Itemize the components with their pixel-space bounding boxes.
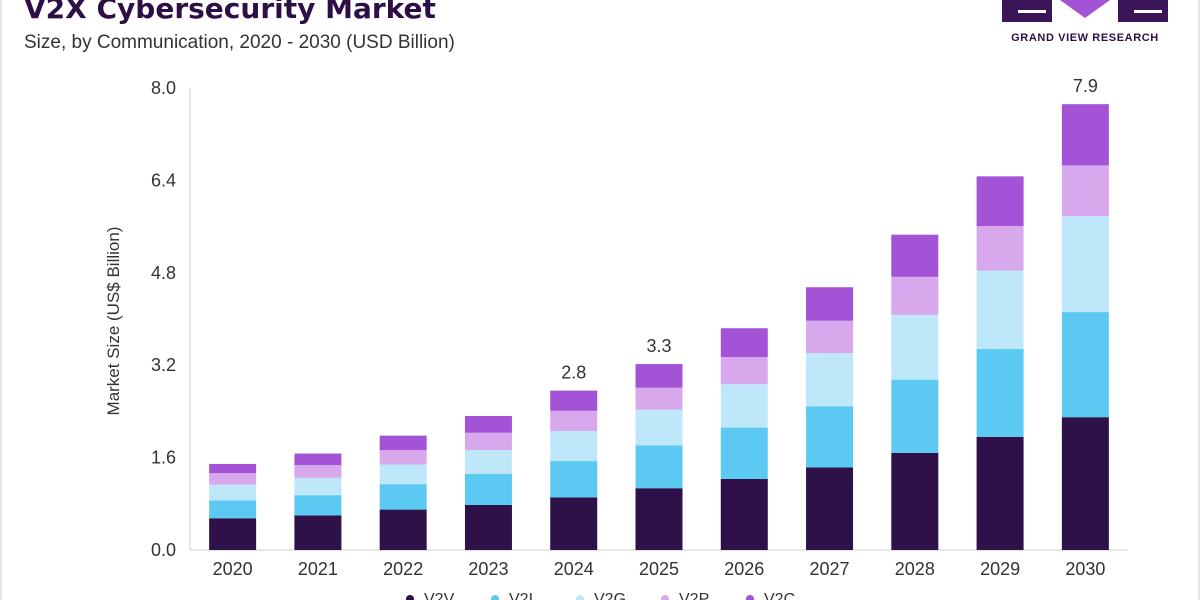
bar-segment-v2g-2024 — [550, 431, 598, 462]
bar-total-label: 3.3 — [646, 336, 671, 356]
bar-segment-v2v-2027 — [806, 467, 854, 550]
x-tick-label: 2028 — [895, 559, 935, 579]
y-tick-label: 0.0 — [151, 540, 176, 560]
bar-segment-v2g-2029 — [976, 270, 1024, 350]
bar-segment-v2i-2023 — [464, 473, 512, 505]
bar-segment-v2g-2022 — [379, 464, 427, 485]
chart-title: V2X Cybersecurity Market — [24, 0, 436, 25]
bar-segment-v2p-2030 — [1061, 165, 1109, 217]
y-tick-label: 8.0 — [151, 78, 176, 98]
bar-segment-v2p-2025 — [635, 387, 683, 410]
bar-segment-v2i-2026 — [720, 427, 768, 479]
x-tick-label: 2022 — [383, 559, 423, 579]
bar-segment-v2i-2028 — [891, 379, 939, 453]
bar-segment-v2p-2023 — [464, 432, 512, 451]
legend-marker-v2i — [491, 595, 499, 600]
y-tick-label: 6.4 — [151, 170, 176, 190]
bar-segment-v2c-2024 — [550, 390, 598, 411]
bar-segment-v2g-2023 — [464, 450, 512, 474]
x-tick-label: 2025 — [639, 559, 679, 579]
bar-total-label: 7.9 — [1073, 76, 1098, 96]
bar-segment-v2p-2022 — [379, 450, 427, 465]
legend-label-v2p: V2P — [679, 591, 709, 600]
bar-segment-v2i-2025 — [635, 445, 683, 489]
bar-segment-v2i-2021 — [294, 495, 342, 516]
bar-segment-v2v-2024 — [550, 497, 598, 550]
bar-segment-v2i-2027 — [806, 406, 854, 468]
x-tick-label: 2023 — [468, 559, 508, 579]
bar-segment-v2g-2026 — [720, 384, 768, 428]
bar-segment-v2i-2024 — [550, 461, 598, 498]
x-tick-label: 2024 — [554, 559, 594, 579]
logo-mark-icon — [1002, 0, 1168, 22]
legend-label-v2c: V2C — [764, 591, 795, 600]
bar-total-label: 2.8 — [561, 363, 586, 383]
bar-segment-v2p-2024 — [550, 410, 598, 432]
legend-label-v2v: V2V — [424, 591, 455, 600]
bar-segment-v2v-2022 — [379, 509, 427, 550]
legend-label-v2i: V2I — [509, 591, 533, 600]
chart-subtitle: Size, by Communication, 2020 - 2030 (USD… — [24, 32, 455, 53]
bar-segment-v2g-2027 — [806, 353, 854, 407]
bar-segment-v2c-2025 — [635, 364, 683, 388]
y-tick-label: 4.8 — [151, 263, 176, 283]
x-tick-label: 2029 — [980, 559, 1020, 579]
x-tick-label: 2020 — [213, 559, 253, 579]
x-tick-label: 2021 — [298, 559, 338, 579]
bar-segment-v2p-2020 — [209, 473, 257, 485]
bar-segment-v2v-2025 — [635, 488, 683, 550]
legend-marker-v2p — [661, 595, 669, 600]
bar-segment-v2v-2021 — [294, 515, 342, 550]
bar-segment-v2c-2028 — [891, 234, 939, 277]
bar-segment-v2p-2028 — [891, 276, 939, 315]
bar-segment-v2c-2022 — [379, 435, 427, 451]
bar-segment-v2p-2027 — [806, 320, 854, 354]
bar-segment-v2g-2025 — [635, 409, 683, 446]
y-tick-label: 3.2 — [151, 355, 176, 375]
bar-segment-v2i-2020 — [209, 500, 257, 519]
bar-segment-v2v-2028 — [891, 452, 939, 550]
legend-marker-v2c — [746, 595, 754, 600]
bar-segment-v2p-2026 — [720, 357, 768, 385]
logo-text: GRAND VIEW RESEARCH — [1011, 32, 1159, 44]
bar-segment-v2p-2029 — [976, 226, 1024, 271]
brand-logo: GRAND VIEW RESEARCH — [1000, 0, 1170, 46]
legend-marker-v2g — [576, 595, 584, 600]
bar-segment-v2p-2021 — [294, 465, 342, 478]
bar-segment-v2c-2027 — [806, 287, 854, 321]
legend-marker-v2v — [406, 595, 414, 600]
bar-segment-v2c-2023 — [464, 416, 512, 433]
bar-segment-v2c-2020 — [209, 463, 257, 474]
x-tick-label: 2027 — [810, 559, 850, 579]
y-axis-title: Market Size (US$ Billion) — [104, 227, 123, 416]
bar-segment-v2c-2026 — [720, 328, 768, 358]
bar-segment-v2v-2030 — [1061, 417, 1109, 550]
bar-segment-v2i-2029 — [976, 349, 1024, 437]
bar-segment-v2c-2029 — [976, 176, 1024, 227]
bar-segment-v2v-2023 — [464, 504, 512, 550]
bar-segment-v2g-2021 — [294, 477, 342, 496]
bar-segment-v2i-2022 — [379, 484, 427, 510]
bar-segment-v2i-2030 — [1061, 312, 1109, 418]
bar-segment-v2g-2020 — [209, 484, 257, 501]
bar-segment-v2g-2030 — [1061, 216, 1109, 313]
bar-segment-v2c-2030 — [1061, 104, 1109, 166]
bar-segment-v2g-2028 — [891, 314, 939, 380]
x-tick-label: 2026 — [724, 559, 764, 579]
y-tick-label: 1.6 — [151, 448, 176, 468]
bar-segment-v2v-2029 — [976, 436, 1024, 550]
x-tick-label: 2030 — [1065, 559, 1105, 579]
legend-label-v2g: V2G — [594, 591, 626, 600]
bar-segment-v2v-2026 — [720, 478, 768, 550]
bar-segment-v2c-2021 — [294, 453, 342, 466]
bar-segment-v2v-2020 — [209, 518, 257, 550]
